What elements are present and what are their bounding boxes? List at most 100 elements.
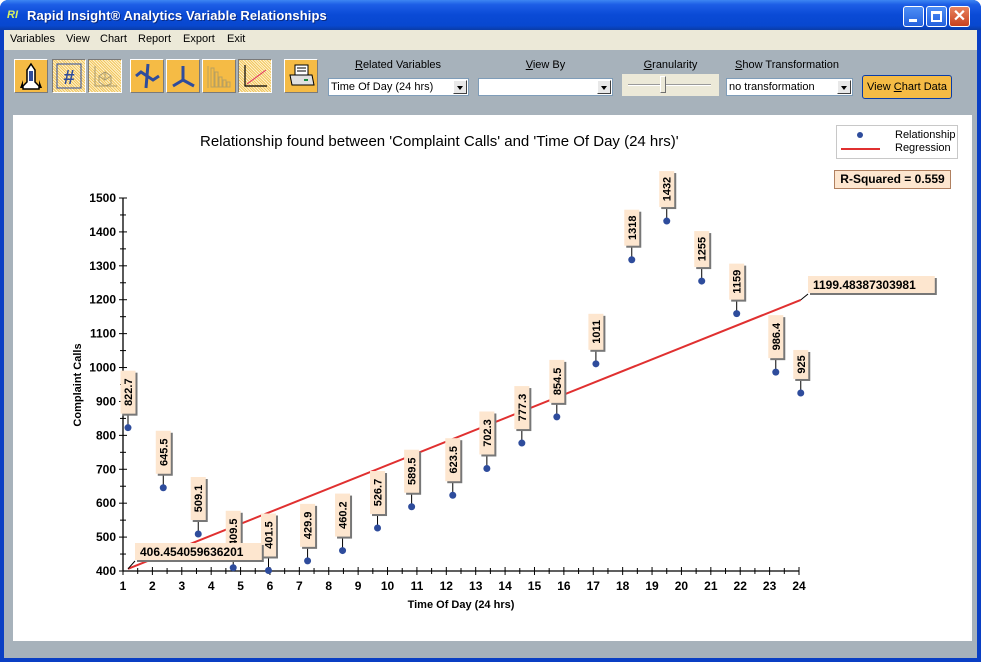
view-by-label: View By <box>525 59 566 71</box>
x-tick-label: 13 <box>469 579 483 593</box>
data-point[interactable] <box>339 547 347 555</box>
x-tick-label: 7 <box>296 579 303 593</box>
axes-cross-button[interactable] <box>130 59 164 93</box>
legend-regression: Regression <box>895 142 951 154</box>
axes-y-button[interactable] <box>166 59 200 93</box>
data-point[interactable] <box>374 524 382 532</box>
data-point[interactable] <box>304 557 312 565</box>
print-button[interactable] <box>284 59 318 93</box>
data-point[interactable] <box>797 389 805 397</box>
y-tick-label: 400 <box>96 564 116 578</box>
x-tick-label: 4 <box>208 579 215 593</box>
show-transformation-dropdown[interactable]: no transformation <box>726 78 853 96</box>
data-point[interactable] <box>733 310 741 318</box>
axes-cross-icon <box>135 63 160 89</box>
data-label: 623.5 <box>448 446 460 474</box>
data-point[interactable] <box>229 564 237 572</box>
slider-thumb[interactable] <box>660 76 666 93</box>
view-by-dropdown[interactable] <box>478 78 613 96</box>
chevron-down-icon[interactable] <box>453 80 467 94</box>
svg-text:#: # <box>63 67 74 89</box>
menu-chart[interactable]: Chart <box>100 33 127 45</box>
y-tick-label: 1000 <box>89 361 116 375</box>
grid-view-button[interactable]: # <box>52 59 86 93</box>
maximize-button[interactable] <box>926 6 947 27</box>
data-label: 589.5 <box>407 457 419 485</box>
chevron-down-icon[interactable] <box>837 80 851 94</box>
close-button[interactable]: ✕ <box>949 6 970 27</box>
x-axis-label: Time Of Day (24 hrs) <box>408 599 515 611</box>
close-icon: ✕ <box>952 8 967 25</box>
r-squared-badge: R-Squared = 0.559 <box>834 170 951 189</box>
data-point[interactable] <box>449 491 457 499</box>
data-label-box <box>404 449 420 493</box>
data-label: 925 <box>796 355 808 373</box>
data-point[interactable] <box>264 566 272 574</box>
data-label: 526.7 <box>373 479 385 507</box>
data-point[interactable] <box>772 368 780 376</box>
show-transformation-value: no transformation <box>729 81 815 93</box>
data-label: 409.5 <box>228 519 240 547</box>
data-point[interactable] <box>124 424 132 432</box>
menu-exit[interactable]: Exit <box>227 33 246 45</box>
menu-variables[interactable]: Variables <box>10 33 56 45</box>
x-tick-label: 24 <box>792 579 806 593</box>
x-tick-label: 11 <box>411 579 424 593</box>
data-label: 777.3 <box>517 394 529 422</box>
y-tick-label: 700 <box>96 462 116 476</box>
x-tick-label: 18 <box>616 579 630 593</box>
x-tick-label: 19 <box>645 579 659 593</box>
minimize-button[interactable] <box>903 6 924 27</box>
app-logo-icon: RI <box>7 9 18 21</box>
chevron-down-icon[interactable] <box>597 80 611 94</box>
legend-line-icon <box>841 148 880 150</box>
data-point[interactable] <box>408 503 416 511</box>
data-point[interactable] <box>592 360 600 368</box>
x-tick-label: 1 <box>120 579 127 593</box>
related-variables-dropdown[interactable]: Time Of Day (24 hrs) <box>328 78 469 96</box>
data-label-box <box>588 313 604 350</box>
data-label: 401.5 <box>263 521 275 549</box>
line-chart-icon <box>244 65 267 87</box>
rocket-icon <box>20 62 42 90</box>
y-tick-label: 1300 <box>89 259 116 273</box>
data-point[interactable] <box>698 277 706 285</box>
menu-view[interactable]: View <box>66 33 90 45</box>
data-label: 1255 <box>697 237 709 261</box>
related-variables-label: Related Variables <box>354 59 442 71</box>
data-point[interactable] <box>159 484 167 492</box>
histogram-button[interactable] <box>202 59 236 93</box>
granularity-slider[interactable] <box>622 74 719 96</box>
line-chart-button[interactable] <box>238 59 272 93</box>
title-bar[interactable]: RI Rapid Insight® Analytics Variable Rel… <box>0 0 981 30</box>
data-label-box <box>694 231 710 268</box>
x-tick-label: 5 <box>237 579 244 593</box>
3d-cubes-icon <box>94 66 117 87</box>
menu-report[interactable]: Report <box>138 33 172 45</box>
data-point[interactable] <box>194 530 202 538</box>
data-point[interactable] <box>663 217 671 225</box>
data-label-box <box>793 349 809 379</box>
x-tick-label: 9 <box>355 579 362 593</box>
data-label: 429.9 <box>303 512 315 540</box>
data-label: 854.5 <box>552 368 564 396</box>
view-chart-data-button[interactable]: View Chart Data <box>862 75 952 99</box>
histogram-icon <box>207 66 231 88</box>
menu-export[interactable]: Export <box>183 33 215 45</box>
minimize-icon <box>909 19 917 22</box>
slider-track <box>628 84 711 86</box>
data-point[interactable] <box>628 256 636 264</box>
data-point[interactable] <box>518 439 526 447</box>
svg-text:1199.48387303981: 1199.48387303981 <box>813 278 916 292</box>
data-point[interactable] <box>553 413 561 421</box>
data-point[interactable] <box>483 464 491 472</box>
granularity-label: Granularity <box>643 59 698 71</box>
data-label: 1432 <box>662 177 674 201</box>
regression-endpoint-label <box>808 276 935 293</box>
3d-view-button[interactable] <box>88 59 122 93</box>
rocket-button[interactable] <box>14 59 48 93</box>
x-tick-label: 23 <box>763 579 777 593</box>
x-tick-label: 14 <box>498 579 512 593</box>
window-title: Rapid Insight® Analytics Variable Relati… <box>27 8 327 23</box>
